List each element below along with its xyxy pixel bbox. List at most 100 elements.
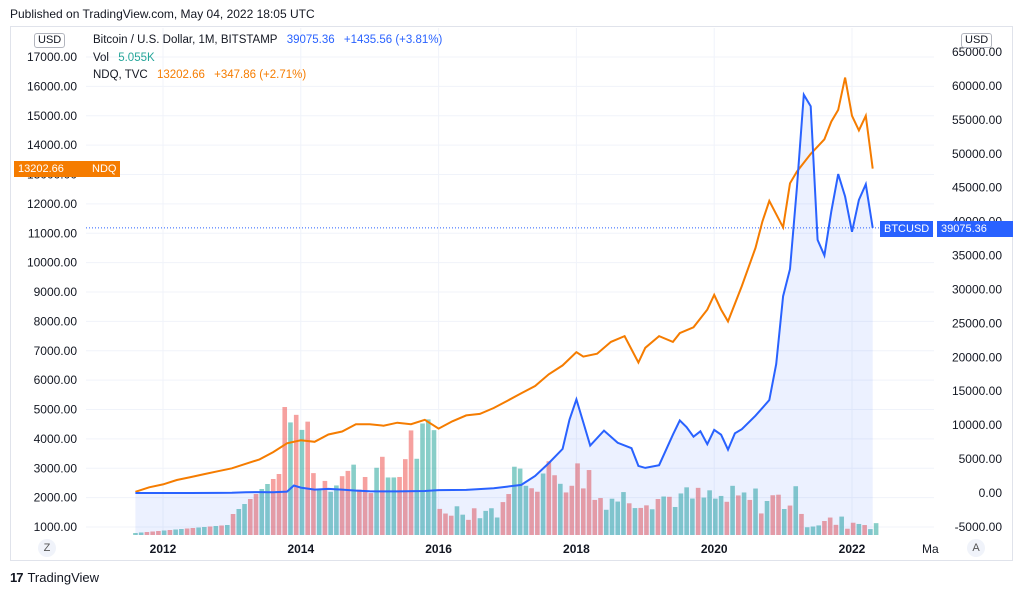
volume-bar (207, 526, 213, 535)
left-tick-label: 14000.00 (27, 138, 77, 152)
legend-vol-value: 5.055K (118, 52, 155, 64)
ndq-price-tag: 13202.66 (14, 161, 91, 177)
volume-bar (638, 507, 644, 535)
volume-bar (489, 508, 494, 535)
volume-bar (649, 509, 655, 535)
volume-bar (758, 513, 764, 535)
volume-bar (529, 488, 534, 535)
volume-bar (477, 518, 483, 535)
volume-bar (179, 529, 184, 535)
volume-bar (695, 487, 701, 535)
volume-bar (793, 486, 799, 535)
volume-bar (385, 477, 391, 535)
x-tick-truncated: Ma (922, 542, 939, 556)
volume-bar (345, 470, 351, 535)
volume-bar (316, 488, 322, 535)
volume-bar (506, 494, 511, 535)
right-tick-label: 65000.00 (952, 45, 1002, 59)
volume-bar (276, 474, 282, 535)
volume-bar (546, 461, 552, 535)
volume-bar (535, 491, 540, 535)
volume-bar (454, 506, 460, 535)
volume-bar (558, 483, 563, 535)
volume-bar (402, 459, 408, 535)
volume-bar (156, 531, 161, 535)
volume-bar (299, 429, 305, 535)
legend-btc-change: +1435.56 (+3.81%) (343, 34, 443, 46)
left-tick-label: 16000.00 (27, 79, 77, 93)
volume-bar (374, 467, 379, 535)
volume-bar (684, 487, 689, 535)
volume-bar (839, 516, 844, 535)
left-price-axis: 1000.00 2000.00 3000.00 4000.00 5000.00 6000.… (27, 50, 77, 534)
right-tick-label: 55000.00 (952, 113, 1002, 127)
volume-bar (225, 525, 230, 535)
volume-bar (661, 496, 666, 535)
volume-bar (219, 525, 224, 535)
volume-bar (603, 509, 609, 535)
volume-bar (420, 423, 425, 535)
left-tick-label: 2000.00 (34, 491, 78, 505)
right-tick-label: 45000.00 (952, 181, 1002, 195)
legend-btc[interactable]: Bitcoin / U.S. Dollar, 1M, BITSTAMP 3907… (93, 34, 448, 46)
volume-bar (305, 421, 310, 535)
volume-bar (408, 430, 414, 535)
volume-bar (190, 528, 196, 535)
right-tick-label: 20000.00 (952, 350, 1002, 364)
right-currency-label[interactable]: USD (961, 33, 993, 48)
left-tick-label: 11000.00 (28, 226, 77, 240)
volume-bar (265, 484, 270, 535)
x-tick-label: 2020 (701, 542, 728, 556)
chart-frame (10, 26, 1013, 561)
volume-bar (362, 476, 368, 535)
right-tick-label: 35000.00 (952, 249, 1002, 263)
volume-bar (293, 414, 299, 535)
btc-area-fill (135, 94, 873, 535)
volume-bar (138, 532, 144, 535)
volume-bar (425, 419, 431, 535)
left-tick-label: 6000.00 (34, 373, 78, 387)
volume-bars (133, 407, 879, 535)
left-currency-label[interactable]: USD (34, 33, 66, 48)
tradingview-logo-icon: 17 (10, 570, 24, 585)
btc-name-tag: BTCUSD (880, 221, 934, 237)
legend-vol[interactable]: Vol 5.055K (93, 52, 161, 64)
volume-bar (747, 499, 753, 535)
volume-bar (443, 513, 448, 535)
volume-bar (799, 513, 804, 535)
volume-bar (678, 493, 684, 535)
auto-scale-button[interactable]: A (967, 539, 985, 557)
volume-bar (512, 466, 517, 535)
ndq-line (135, 77, 874, 493)
volume-bar (460, 514, 466, 535)
volume-bar (167, 530, 173, 535)
right-price-axis: -5000.00 0.00 5000.00 10000.00 15000.00 20000… (952, 45, 1002, 534)
volume-bar (437, 508, 443, 535)
volume-bar (730, 485, 735, 535)
volume-bar (672, 506, 678, 535)
volume-bar (213, 526, 219, 535)
volume-bar (632, 508, 638, 535)
volume-bar (339, 476, 345, 535)
volume-bar (609, 498, 615, 535)
volume-bar (494, 517, 500, 535)
brand-footer[interactable]: 17 TradingView (10, 570, 99, 585)
volume-bar (253, 494, 259, 535)
legend-ndq-price: 13202.66 (156, 69, 205, 81)
volume-bar (833, 524, 839, 535)
right-tick-label: 50000.00 (952, 147, 1002, 161)
volume-bar (288, 422, 293, 535)
volume-bar (466, 519, 471, 535)
published-label: Published on TradingView.com, May 04, 20… (10, 7, 315, 21)
volume-bar (781, 508, 787, 535)
volume-bar (161, 530, 167, 535)
volume-bar (575, 463, 580, 535)
right-tick-label: 5000.00 (959, 452, 1003, 466)
volume-bar (586, 470, 592, 535)
left-tick-label: 7000.00 (34, 344, 78, 358)
zoom-button[interactable]: Z (38, 539, 56, 557)
legend-ndq[interactable]: NDQ, TVC 13202.66 +347.86 (+2.71%) (93, 69, 312, 81)
left-tick-label: 3000.00 (34, 461, 78, 475)
volume-bar (816, 525, 821, 535)
